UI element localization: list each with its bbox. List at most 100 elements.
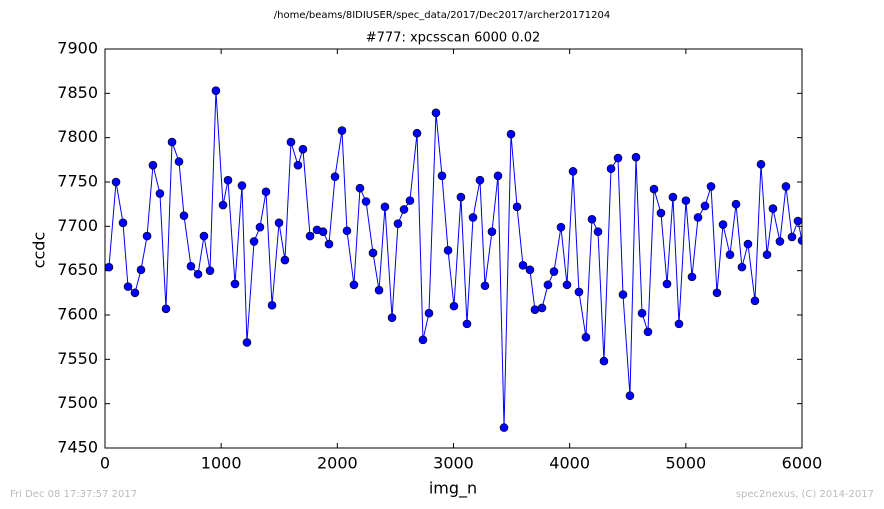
data-point <box>223 175 233 185</box>
data-point <box>161 304 171 314</box>
data-point <box>787 232 797 242</box>
data-point <box>374 285 384 295</box>
data-point <box>368 248 378 258</box>
data-point <box>743 239 753 249</box>
data-point <box>437 171 447 181</box>
data-point <box>712 288 722 298</box>
data-point <box>249 237 259 246</box>
data-point <box>525 265 535 275</box>
data-line <box>108 90 802 428</box>
data-point <box>155 189 165 198</box>
data-point <box>230 279 240 289</box>
data-point <box>280 255 290 265</box>
data-point <box>186 261 196 271</box>
y-tick-label: 7900 <box>57 39 98 58</box>
data-point <box>174 157 184 166</box>
data-point <box>412 128 422 138</box>
data-point <box>330 172 340 181</box>
data-point <box>706 182 716 191</box>
chart-title: #777: xpcsscan 6000 0.02 <box>366 31 541 46</box>
data-point <box>643 327 653 337</box>
data-point <box>148 160 158 170</box>
data-point <box>625 391 635 400</box>
data-point <box>549 267 559 276</box>
data-point <box>662 279 672 289</box>
data-point <box>355 183 365 193</box>
data-point <box>487 227 497 236</box>
x-tick-label: 6000 <box>782 454 823 473</box>
data-point <box>768 204 778 213</box>
data-point <box>530 305 540 314</box>
x-tick-label: 1000 <box>201 454 242 473</box>
plot-frame <box>104 48 803 449</box>
y-tick-label: 7550 <box>57 349 98 368</box>
data-point <box>518 261 528 270</box>
data-point <box>512 202 522 212</box>
data-point <box>681 196 691 205</box>
data-point <box>274 218 284 228</box>
series <box>105 86 802 432</box>
data-point <box>449 301 459 311</box>
data-point <box>261 187 271 197</box>
y-tick-label: 7500 <box>57 393 98 412</box>
data-point <box>793 216 802 226</box>
data-point <box>349 280 359 290</box>
data-point <box>318 227 328 236</box>
data-point <box>123 282 133 291</box>
data-point <box>361 197 371 206</box>
data-point <box>599 356 609 366</box>
data-point <box>199 231 209 241</box>
data-point <box>399 205 409 214</box>
data-point <box>674 319 684 329</box>
data-point <box>656 208 666 218</box>
data-point <box>456 192 466 202</box>
data-point <box>298 144 308 154</box>
data-point <box>581 332 591 342</box>
data-point <box>593 227 603 236</box>
data-point <box>506 129 516 139</box>
data-point <box>775 237 785 246</box>
data-point <box>587 214 597 224</box>
data-point <box>574 287 584 297</box>
data-point <box>499 423 509 432</box>
data-point <box>475 175 485 185</box>
data-point <box>380 202 390 212</box>
data-point <box>556 222 566 232</box>
y-axis-label: ccdc <box>30 232 49 269</box>
data-point <box>111 177 121 187</box>
data-point <box>462 319 472 329</box>
data-point <box>649 184 659 194</box>
footer-left: Fri Dec 08 17:37:57 2017 <box>10 489 137 500</box>
x-tick-label: 2000 <box>317 454 358 473</box>
x-tick-label: 3000 <box>433 454 474 473</box>
data-point <box>118 218 128 228</box>
y-tick-label: 7750 <box>57 172 98 191</box>
data-point <box>468 213 478 222</box>
x-tick-label: 0 <box>100 454 110 473</box>
data-point <box>431 108 441 118</box>
data-point <box>218 200 228 210</box>
data-point <box>797 236 802 245</box>
data-point <box>725 250 735 260</box>
data-point <box>242 338 252 347</box>
data-point <box>718 220 728 229</box>
x-tick-label: 4000 <box>549 454 590 473</box>
data-point <box>293 160 303 170</box>
y-tick-label: 7850 <box>57 83 98 102</box>
data-point <box>562 280 572 290</box>
footer-right: spec2nexus, (C) 2014-2017 <box>736 489 874 500</box>
data-point <box>387 313 397 322</box>
data-point <box>205 266 215 275</box>
data-point <box>136 265 146 275</box>
data-point <box>631 152 641 162</box>
y-tick-label: 7700 <box>57 216 98 235</box>
suptitle: /home/beams/8IDIUSER/spec_data/2017/Dec2… <box>274 10 610 21</box>
data-point <box>193 269 203 279</box>
data-point <box>668 192 678 202</box>
y-tick-label: 7800 <box>57 127 98 146</box>
data-point <box>424 308 434 318</box>
data-point <box>337 126 347 135</box>
data-point <box>105 262 114 272</box>
data-point <box>267 300 277 310</box>
